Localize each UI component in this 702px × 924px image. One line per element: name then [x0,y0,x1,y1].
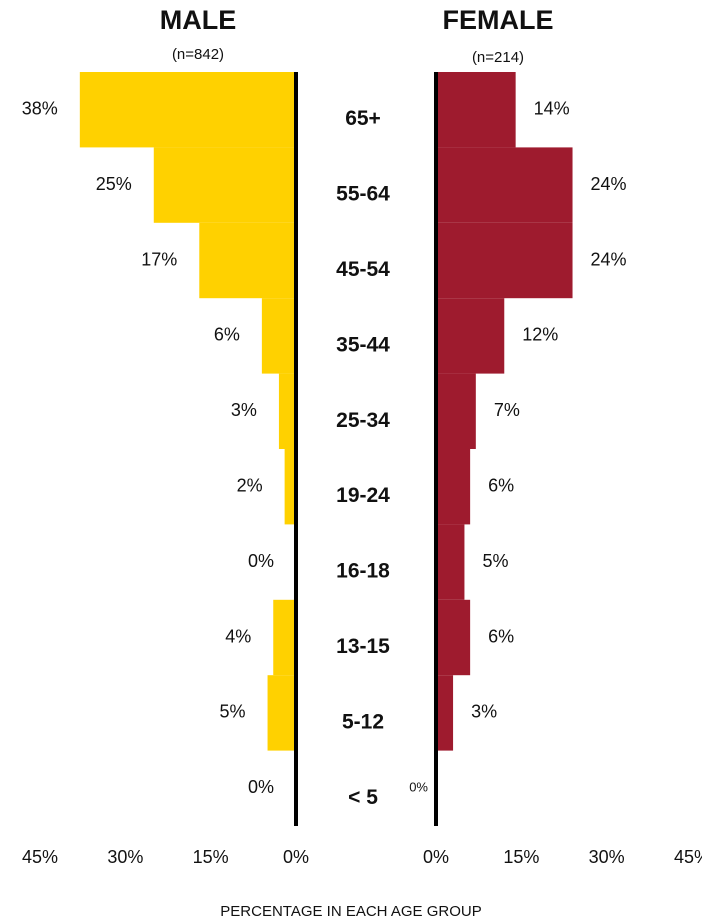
x-tick-label: 0% [423,847,449,867]
value-label: 25% [96,174,132,194]
bar [79,72,296,148]
series-title: MALE [160,5,237,35]
bar [436,599,471,676]
value-label: 38% [22,98,58,118]
category-label: 55-64 [336,183,390,206]
x-tick-label: 30% [107,847,143,867]
bar [436,298,505,374]
category-label: 19-24 [336,484,390,507]
value-label: 14% [534,98,570,118]
category-label: 35-44 [336,333,390,356]
series-subtitle: (n=214) [472,49,524,66]
x-tick-label: 45% [22,847,58,867]
x-tick-label: 0% [283,847,309,867]
category-label: 13-15 [336,635,390,658]
x-axis-label: PERCENTAGE IN EACH AGE GROUP [220,903,481,920]
category-label: 5-12 [342,710,384,733]
value-label: 24% [591,249,627,269]
bar [267,675,296,751]
x-tick-label: 30% [589,847,625,867]
value-label: 6% [488,626,514,646]
value-label: 6% [488,475,514,495]
category-label: < 5 [348,786,378,809]
category-label: 16-18 [336,560,390,583]
value-label: 0% [409,780,428,795]
x-tick-label: 15% [503,847,539,867]
value-label: 7% [494,400,520,420]
bar [436,449,471,525]
bar [436,222,573,299]
category-label: 25-34 [336,409,390,432]
value-label: 5% [482,551,508,571]
value-label: 0% [248,551,274,571]
bar [436,72,516,148]
bar [199,222,296,299]
value-label: 5% [220,702,246,722]
value-label: 24% [591,174,627,194]
value-label: 0% [248,777,274,797]
category-label: 45-54 [336,258,390,281]
value-label: 3% [231,400,257,420]
series-subtitle: (n=842) [172,46,224,63]
value-label: 3% [471,702,497,722]
bar [436,524,465,600]
bar [273,599,296,676]
value-label: 17% [141,249,177,269]
bar [153,147,296,223]
bar [436,675,454,751]
value-label: 6% [214,325,240,345]
value-label: 2% [237,475,263,495]
bar [261,298,296,374]
value-label: 4% [225,626,251,646]
bar [278,373,296,449]
bar [436,373,476,449]
bar [436,147,573,223]
x-tick-label: 15% [193,847,229,867]
bar [284,449,296,525]
x-tick-label: 45% [674,847,702,867]
category-label: 65+ [345,107,381,130]
series-title: FEMALE [443,5,554,35]
value-label: 12% [522,325,558,345]
